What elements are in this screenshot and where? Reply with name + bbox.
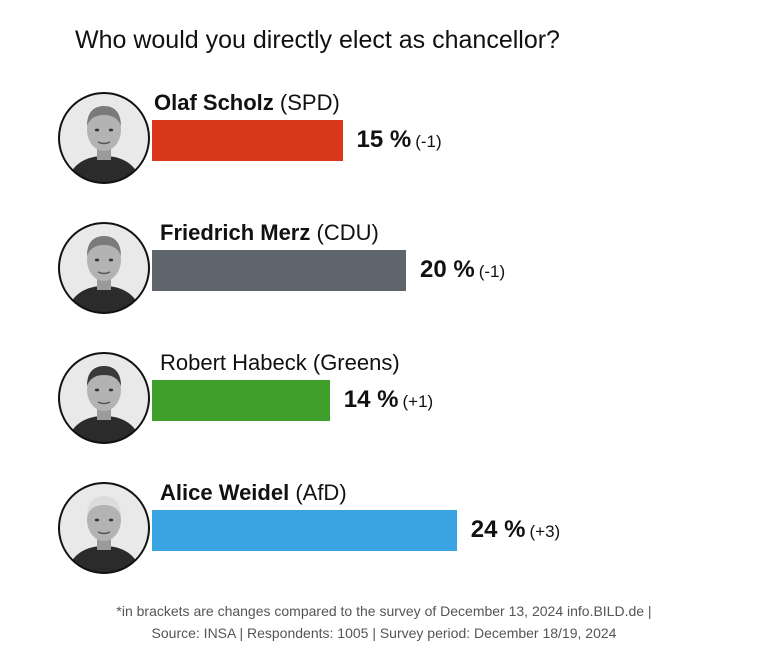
- value-label-group: 15 % (-1): [357, 126, 442, 154]
- bar: [152, 120, 343, 161]
- footer: *in brackets are changes compared to the…: [0, 600, 768, 644]
- candidate-party: (Greens): [306, 350, 400, 375]
- value-label-group: 20 % (-1): [420, 256, 505, 284]
- bar: [152, 380, 330, 421]
- candidate-party: (SPD): [273, 90, 340, 115]
- candidate-name: Friedrich Merz: [160, 220, 311, 245]
- candidate-label: Olaf Scholz (SPD): [154, 90, 340, 116]
- change-label: (+1): [402, 392, 434, 411]
- value-label: 15 %: [356, 126, 412, 153]
- candidate-label: Robert Habeck (Greens): [160, 350, 400, 376]
- portrait-avatar: [58, 352, 150, 444]
- value-label: 20 %: [420, 256, 475, 283]
- portrait-avatar: [58, 92, 150, 184]
- change-label: (-1): [415, 132, 442, 151]
- footer-note: *in brackets are changes compared to the…: [116, 603, 652, 619]
- change-label: (+3): [529, 522, 561, 541]
- value-label-group: 24 % (+3): [471, 516, 560, 544]
- candidate-party: (CDU): [310, 220, 379, 245]
- portrait-avatar: [58, 222, 150, 314]
- bar: [152, 510, 457, 551]
- chart-row: Robert Habeck (Greens) 14 % (+1): [0, 350, 768, 460]
- value-label: 24 %: [470, 516, 526, 543]
- chart-row: Alice Weidel (AfD) 24 % (+3): [0, 480, 768, 590]
- value-label-group: 14 % (+1): [344, 386, 433, 414]
- portrait-avatar: [58, 482, 150, 574]
- candidate-name: Olaf Scholz: [154, 90, 274, 115]
- change-label: (-1): [478, 262, 506, 281]
- chart-row: Friedrich Merz (CDU) 20 % (-1): [0, 220, 768, 330]
- candidate-label: Friedrich Merz (CDU): [160, 220, 379, 246]
- chart-title: Who would you directly elect as chancell…: [75, 26, 560, 54]
- chart-row: Olaf Scholz (SPD) 15 % (-1): [0, 90, 768, 200]
- candidate-name: Robert Habeck: [160, 350, 307, 375]
- candidate-name: Alice Weidel: [160, 480, 290, 505]
- bar: [152, 250, 406, 291]
- candidate-label: Alice Weidel (AfD): [160, 480, 347, 506]
- candidate-party: (AfD): [289, 480, 347, 505]
- footer-source: Source: INSA | Respondents: 1005 | Surve…: [151, 625, 617, 641]
- value-label: 14 %: [343, 386, 399, 413]
